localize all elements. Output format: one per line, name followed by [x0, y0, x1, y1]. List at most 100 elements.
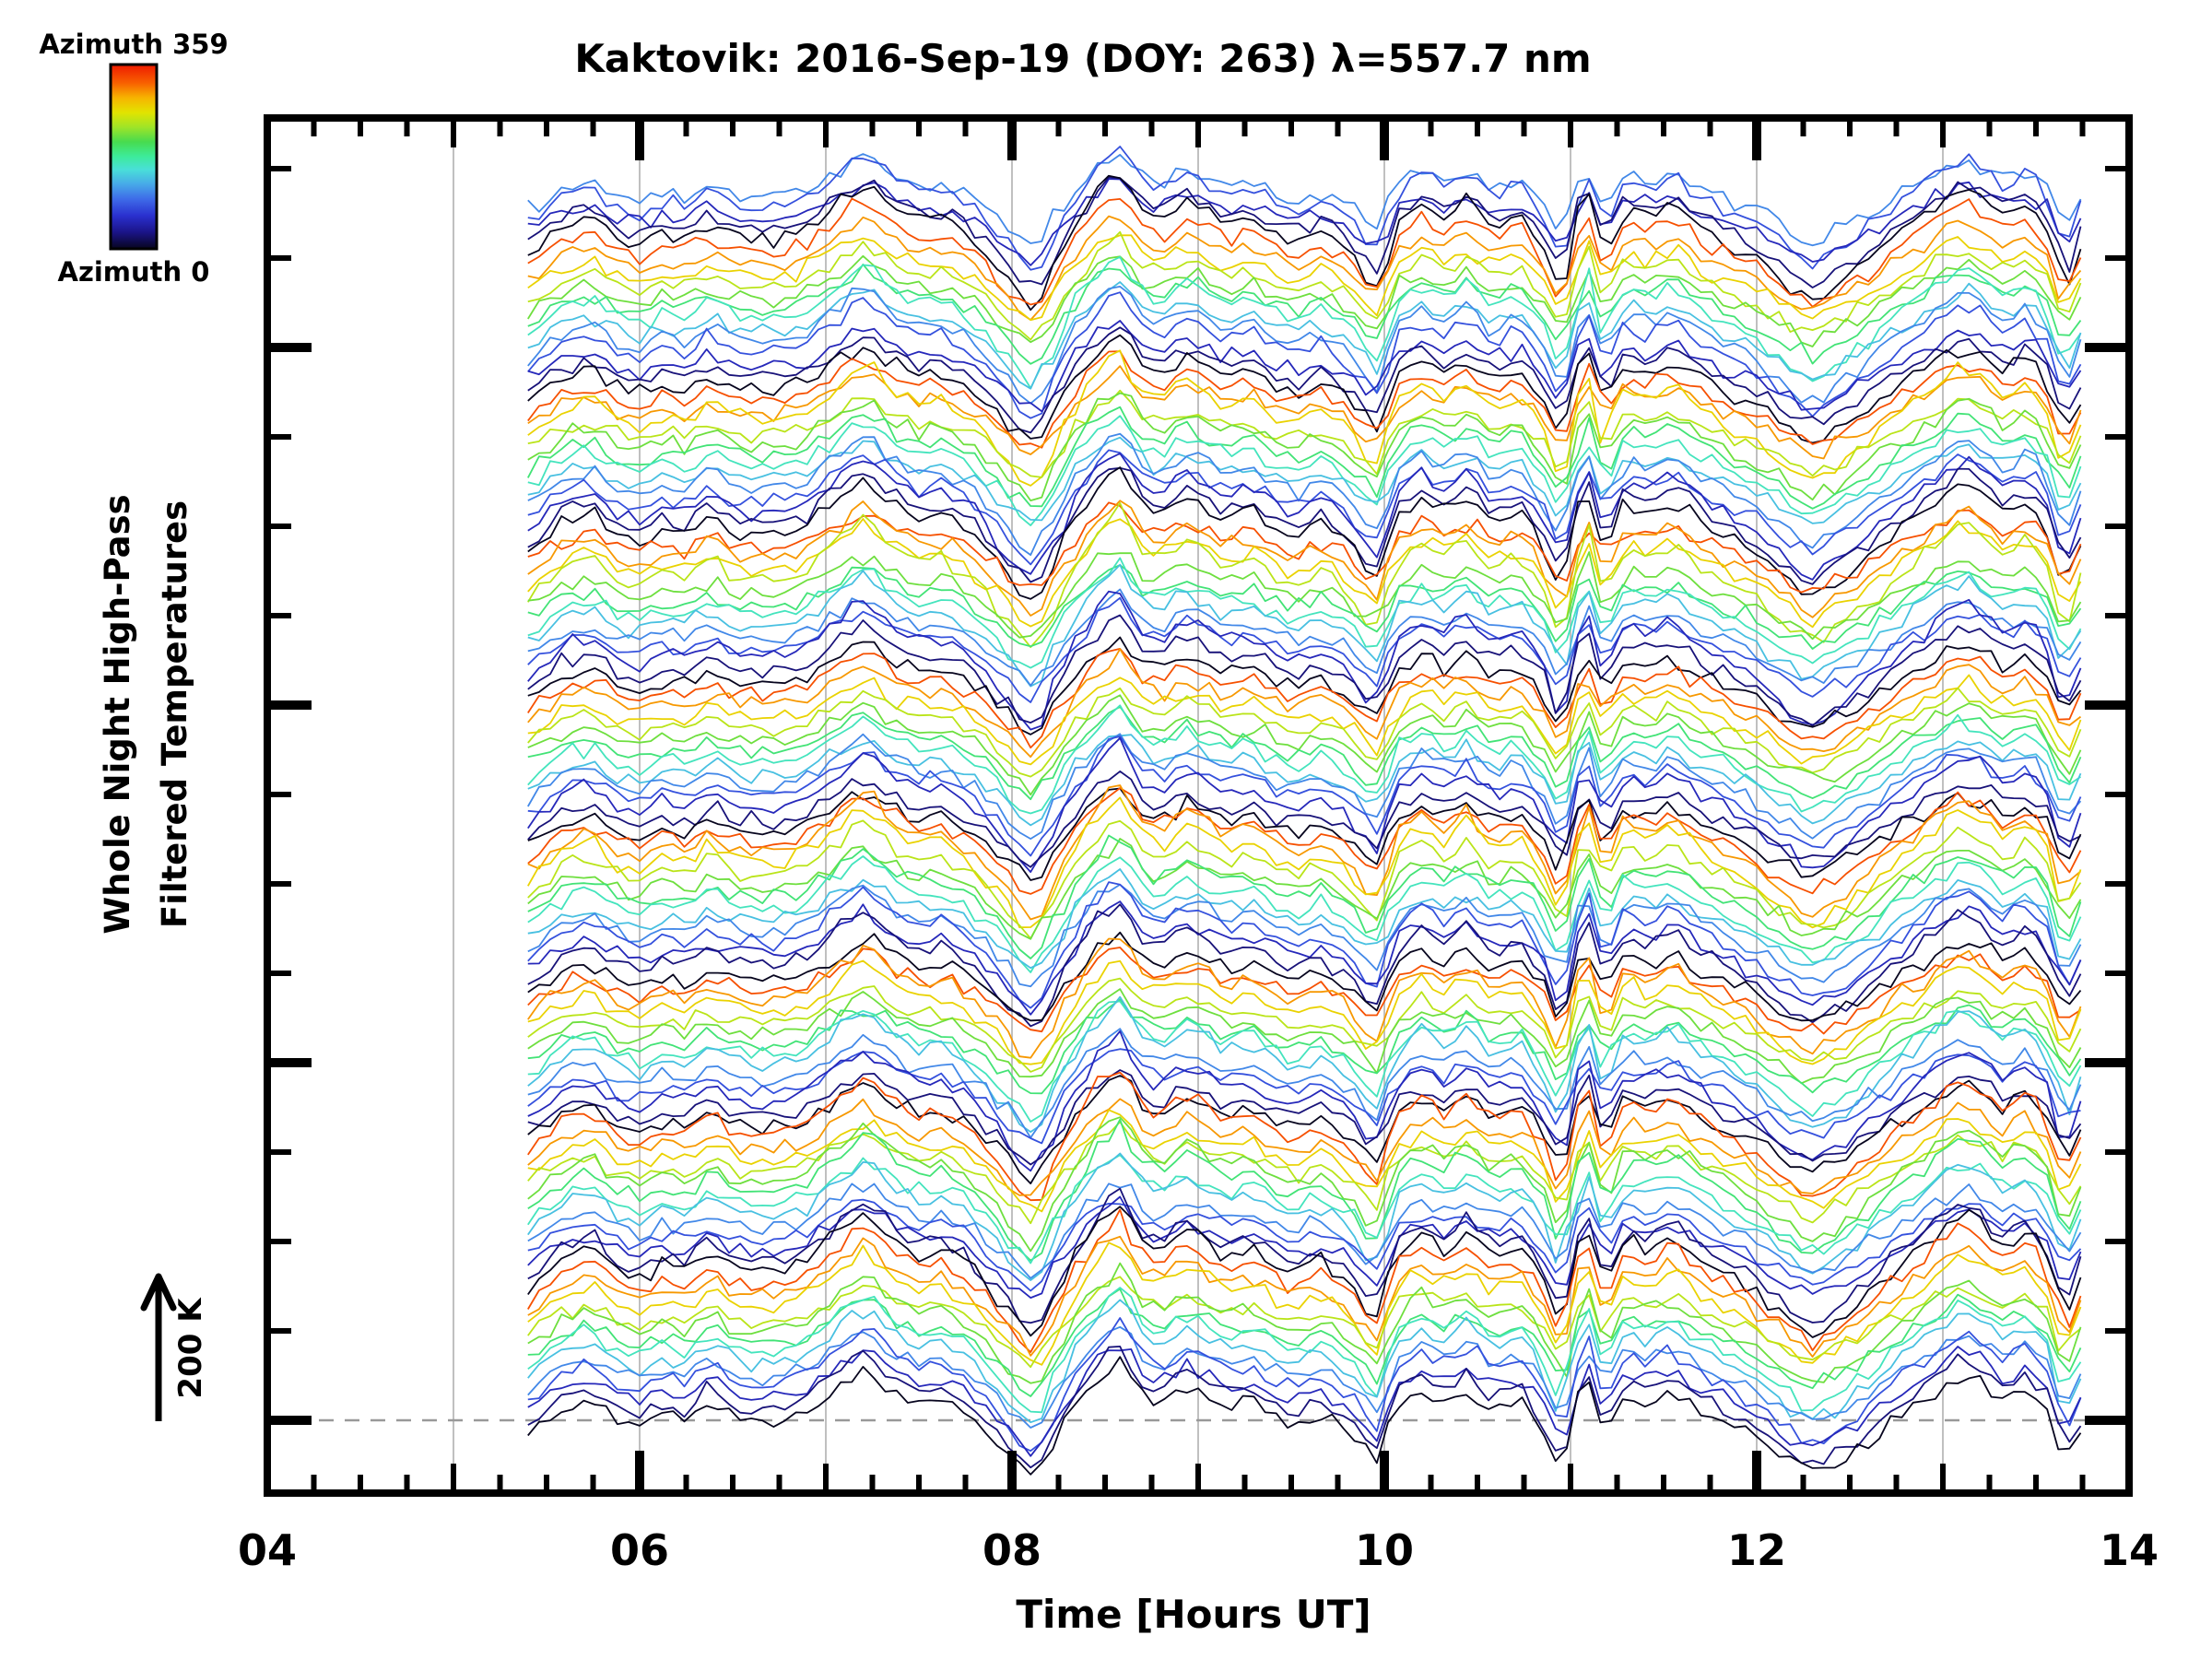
temperature-trace-azimuth-111 — [527, 733, 2082, 840]
temperature-trace-azimuth-55 — [527, 1346, 2082, 1457]
x-tick-label-12: 12 — [1727, 1525, 1786, 1575]
temperature-trace-azimuth-194 — [527, 834, 2082, 959]
temperature-trace-azimuth-138 — [527, 868, 2082, 970]
temperature-trace-azimuth-166 — [527, 704, 2082, 815]
temperature-trace-azimuth-0 — [527, 787, 2082, 881]
temperature-trace-azimuth-111 — [527, 432, 2082, 556]
temperature-trace-azimuth-111 — [527, 285, 2082, 405]
temperature-trace-azimuth-83 — [527, 449, 2082, 566]
temperature-trace-azimuth-55 — [527, 320, 2082, 413]
temperature-trace-azimuth-166 — [527, 1287, 2082, 1414]
temperature-trace-azimuth-305 — [527, 784, 2082, 921]
temperature-trace-azimuth-222 — [527, 1116, 2082, 1253]
temperature-trace-azimuth-277 — [527, 349, 2082, 487]
temperature-trace-azimuth-277 — [527, 959, 2082, 1065]
temperature-trace-azimuth-0 — [527, 1206, 2082, 1338]
scale-arrow-label: 200 K — [172, 1297, 209, 1399]
temperature-trace-azimuth-305 — [527, 500, 2082, 618]
temperature-trace-azimuth-55 — [527, 178, 2082, 266]
temperature-trace-azimuth-332 — [527, 648, 2082, 749]
temperature-trace-azimuth-277 — [527, 234, 2082, 322]
temperature-trace-azimuth-111 — [527, 1028, 2082, 1139]
temperature-trace-azimuth-249 — [527, 389, 2082, 478]
temperature-trace-azimuth-249 — [527, 230, 2082, 341]
temperature-trace-azimuth-55 — [527, 736, 2082, 873]
temperature-trace-azimuth-277 — [527, 518, 2082, 629]
temperature-trace-azimuth-28 — [527, 1346, 2082, 1469]
temperature-trace-azimuth-55 — [527, 1195, 2082, 1299]
temperature-trace-azimuth-55 — [527, 453, 2082, 581]
scale-arrow-head-icon — [140, 1273, 162, 1312]
x-tick-labels: 04 06 08 10 12 14 — [238, 1525, 2159, 1575]
temperature-trace-azimuth-305 — [527, 1098, 2082, 1196]
temperature-trace-azimuth-111 — [527, 153, 2082, 247]
temperature-trace-azimuth-83 — [527, 146, 2082, 271]
temperature-trace-azimuth-28 — [527, 176, 2082, 288]
temperature-trace-azimuth-332 — [527, 197, 2082, 308]
temperature-trace-azimuth-249 — [527, 819, 2082, 940]
temperature-trace-azimuth-28 — [527, 771, 2081, 868]
temperature-trace-azimuth-194 — [527, 564, 2082, 650]
plot-title: Kaktovik: 2016-Sep-19 (DOY: 263) λ=557.7… — [574, 36, 1591, 81]
temperature-trace-azimuth-0 — [527, 1075, 2082, 1184]
hour-gridlines — [453, 118, 1944, 1493]
scale-arrow — [140, 1273, 177, 1421]
temperature-trace-azimuth-138 — [527, 563, 2082, 688]
temperature-trace-azimuth-111 — [527, 883, 2082, 988]
y-axis-label-line2: Filtered Temperatures — [155, 500, 194, 928]
scale-arrow-head-icon — [155, 1273, 177, 1312]
temperature-trace-azimuth-28 — [527, 466, 2082, 585]
temperature-trace-azimuth-83 — [527, 1198, 2082, 1292]
temperature-trace-azimuth-166 — [527, 255, 2082, 390]
temperature-trace-azimuth-138 — [527, 734, 2082, 827]
temperature-trace-azimuth-249 — [527, 977, 2082, 1073]
temperature-trace-azimuth-83 — [527, 881, 2082, 1009]
x-tick-label-10: 10 — [1355, 1525, 1414, 1575]
temperature-trace-azimuth-28 — [527, 1069, 2082, 1166]
temperature-trace-azimuth-194 — [527, 406, 2082, 510]
colorbar-bottom-label: Azimuth 0 — [58, 256, 210, 288]
x-axis-label: Time [Hours UT] — [1016, 1592, 1371, 1637]
temperature-trace-azimuth-332 — [527, 787, 2082, 895]
temperature-trace-azimuth-222 — [527, 694, 2082, 796]
temperature-trace-azimuth-222 — [527, 392, 2082, 501]
temperature-trace-azimuth-222 — [527, 551, 2082, 641]
temperature-trace-azimuth-166 — [527, 1154, 2082, 1265]
temperature-trace-azimuth-111 — [527, 588, 2082, 687]
temperature-trace-azimuth-166 — [527, 557, 2082, 669]
temperature-trace-azimuth-111 — [527, 1325, 2082, 1429]
temperature-trace-azimuth-194 — [527, 1288, 2082, 1397]
temperature-trace-azimuth-0 — [527, 636, 2082, 735]
temperature-trace-azimuth-277 — [527, 796, 2082, 929]
temperature-trace-azimuth-305 — [527, 1235, 2082, 1358]
temperature-trace-azimuth-332 — [527, 1071, 2082, 1202]
temperature-trace-azimuth-0 — [527, 174, 2082, 312]
temperature-trace-azimuth-0 — [527, 1356, 2082, 1476]
temperature-trace-azimuth-305 — [527, 937, 2082, 1059]
temperature-trace-azimuth-194 — [527, 263, 2082, 365]
temperature-trace-azimuth-0 — [527, 931, 2082, 1022]
temperature-trace-azimuth-138 — [527, 281, 2082, 390]
temperature-trace-azimuth-138 — [527, 995, 2082, 1133]
temperature-trace-azimuth-55 — [527, 590, 2082, 731]
temperature-trace-azimuth-249 — [527, 1121, 2082, 1225]
temperature-trace-azimuth-111 — [527, 1182, 2082, 1279]
temperature-trace-azimuth-305 — [527, 365, 2082, 460]
x-tick-label-04: 04 — [238, 1525, 297, 1575]
temperature-trace-azimuth-166 — [527, 1000, 2082, 1123]
temperature-trace-azimuth-332 — [527, 947, 2081, 1035]
azimuth-colorbar — [109, 63, 159, 251]
temperature-trace-azimuth-222 — [527, 838, 2082, 940]
temperature-trace-azimuth-277 — [527, 674, 2082, 766]
temperature-trace-azimuth-138 — [527, 1152, 2082, 1281]
temperature-trace-azimuth-28 — [527, 614, 2082, 727]
temperature-trace-azimuth-222 — [527, 254, 2082, 347]
temperature-trace-azimuth-332 — [527, 1208, 2082, 1353]
temperature-trace-azimuth-332 — [527, 350, 2082, 449]
temperature-trace-azimuth-305 — [527, 648, 2082, 759]
temperature-trace-azimuth-83 — [527, 735, 2082, 857]
colorbar-top-label: Azimuth 359 — [39, 29, 228, 60]
temperature-trace-azimuth-166 — [527, 415, 2082, 526]
